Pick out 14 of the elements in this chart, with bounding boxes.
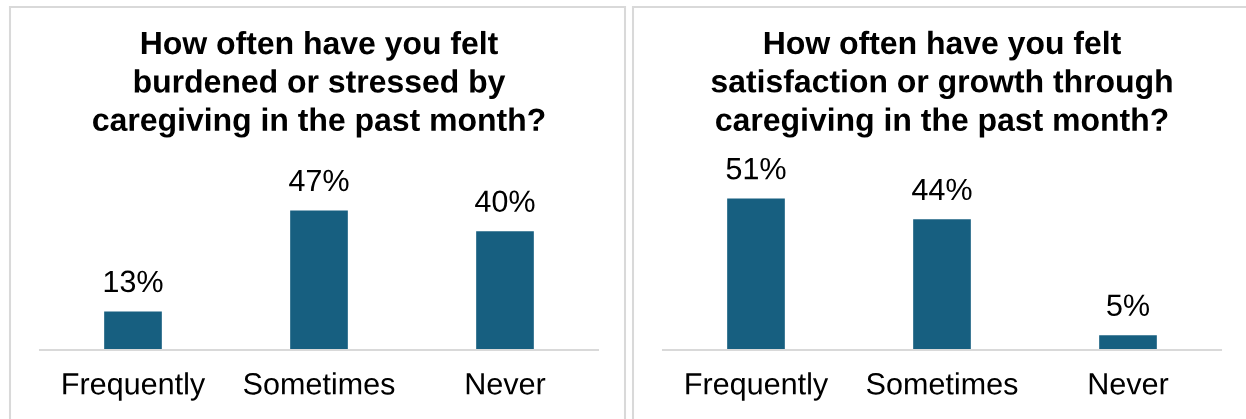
data-label: 40% <box>475 190 535 213</box>
data-label: 5% <box>1107 294 1149 317</box>
x-tick-label: Sometimes <box>243 372 395 395</box>
data-label: 13% <box>104 270 163 293</box>
x-tick-label: Never <box>1089 373 1169 395</box>
data-label: 44% <box>912 178 972 201</box>
data-label: 47% <box>289 169 349 192</box>
chart-title: How often have you felt burdened or stressed by caregiving in the past month? <box>93 30 545 138</box>
x-tick-label: Never <box>466 373 546 395</box>
x-tick-label: Frequently <box>63 372 206 401</box>
data-label: 51% <box>726 157 786 180</box>
x-tick-label: Sometimes <box>866 372 1018 395</box>
x-tick-label: Frequently <box>686 372 829 401</box>
chart-title: How often have you felt satisfaction or growth through caregiving in the past month? <box>711 30 1172 138</box>
